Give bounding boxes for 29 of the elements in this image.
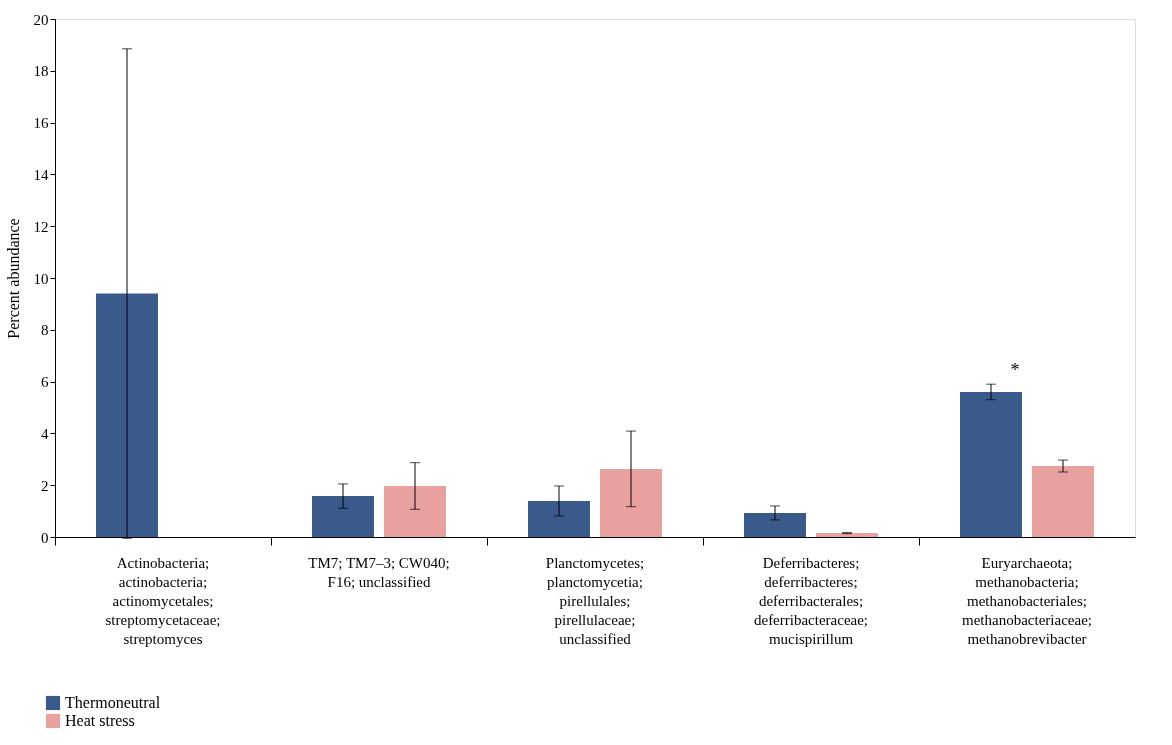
bar: [96, 293, 158, 537]
y-tick-label: 4: [41, 425, 49, 442]
legend-label: Heat stress: [65, 712, 135, 729]
legend-label: Thermoneutral: [65, 694, 161, 711]
y-axis-title: Percent abundance: [4, 218, 22, 339]
y-tick-label: 10: [33, 270, 49, 287]
bar: [816, 533, 878, 537]
x-tick-label: Euryarchaeota; methanobacteria; methanobacteriales; methanobacteriaceae; methanobrevibacter: [962, 554, 1092, 647]
x-tick-label: Deferribacteres; deferribacteres; deferribacterales; deferribacteraceae; mucispirillum: [753, 554, 869, 647]
y-tick-label: 8: [41, 322, 49, 339]
x-tick-label: Actinobacteria; actinobacteria; actinomycetales; streptomycetaceae; streptomyces: [105, 554, 221, 647]
bar: [384, 485, 446, 537]
bar: [1032, 466, 1094, 537]
y-tick-label: 18: [33, 63, 49, 80]
y-tick-label: 6: [41, 374, 49, 391]
x-tick-label: Planctomycetes; planctomycetia; pirellulales; pirellulaceae; unclassified: [545, 554, 645, 647]
y-tick-label: 14: [33, 166, 49, 183]
bar: [312, 496, 374, 537]
y-tick-label: 20: [33, 11, 49, 28]
bar: [600, 468, 662, 537]
x-tick-label: TM7; TM7–3; CW040; F16; unclassified: [308, 554, 450, 590]
bar: [528, 501, 590, 537]
annotation: *: [1010, 360, 1020, 381]
y-tick-label: 12: [33, 218, 49, 235]
bar: [744, 512, 806, 537]
bar: [960, 391, 1022, 537]
y-tick-label: 16: [33, 115, 49, 132]
y-tick-label: 0: [41, 529, 49, 546]
y-tick-label: 2: [41, 477, 49, 494]
